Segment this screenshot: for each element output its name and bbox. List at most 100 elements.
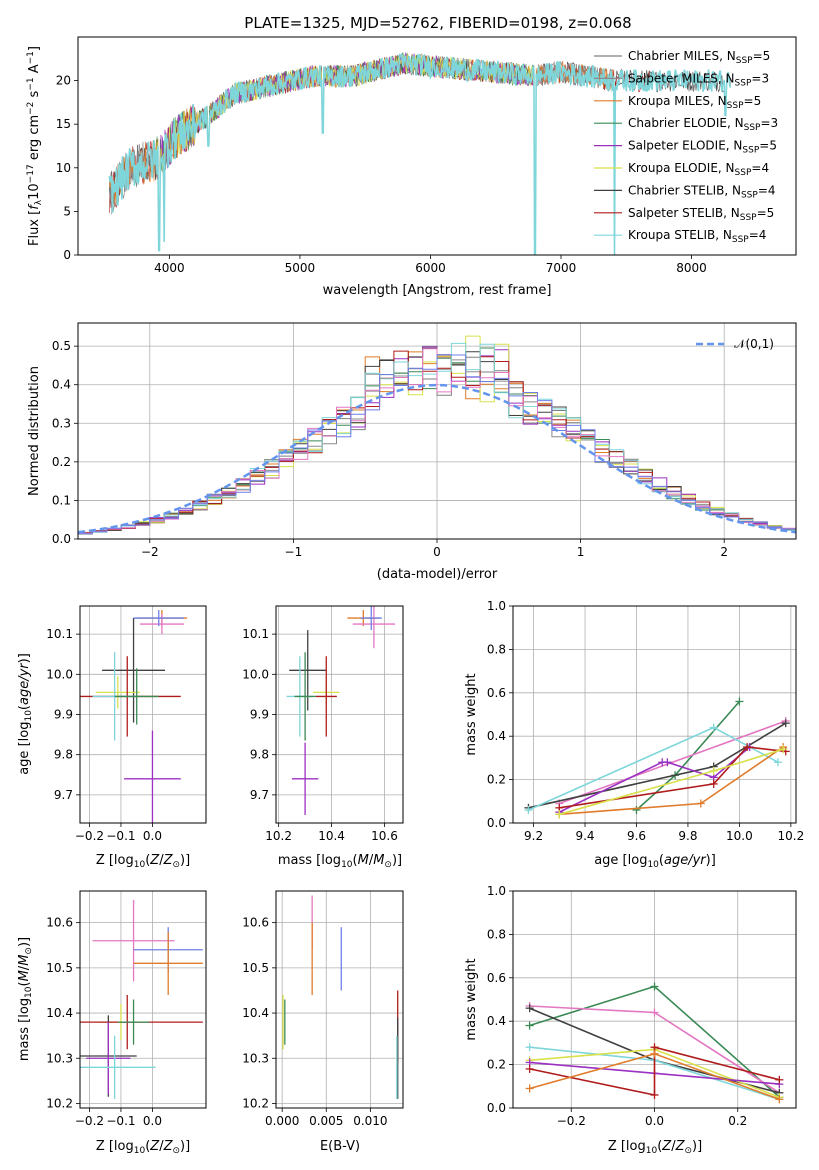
- y-tick-label: 10.5: [46, 961, 73, 975]
- x-tick-label: 9.8: [678, 829, 697, 843]
- label-part: 10: [24, 986, 34, 998]
- y-tick-label: 10.2: [242, 1096, 269, 1110]
- y-tick-label: 9.9: [54, 708, 73, 722]
- legend-entry: 𝒩(0,1): [734, 337, 774, 351]
- x-tick-label: −2: [141, 545, 159, 559]
- label-part: Z: [163, 853, 174, 868]
- x-axis-label: Z [log10(Z/Z⊙)]: [96, 1139, 190, 1156]
- label-part: mass [log: [278, 853, 341, 868]
- y-tick-label: 10.3: [242, 1051, 269, 1065]
- legend-entry: Chabrier ELODIE, NSSP=3: [628, 116, 778, 133]
- label-part: /: [159, 1139, 164, 1154]
- label-part: s: [27, 90, 42, 101]
- label-part: /: [671, 1139, 676, 1154]
- y-tick-label: 1.0: [487, 599, 506, 613]
- label-part: )]: [17, 937, 32, 947]
- x-tick-label: 0.0: [143, 829, 162, 843]
- spectrum-panel: 4000 5000 6000 7000 8000 0 5 10 15 20 wavelength […: [26, 36, 797, 298]
- y-tick-label: 15: [56, 117, 71, 131]
- y-tick-label: 0.1: [52, 493, 71, 507]
- y-tick-label: 0.2: [52, 455, 71, 469]
- label-part: Salpeter MILES, N: [628, 71, 735, 85]
- label-part: SSP: [735, 78, 752, 88]
- legend-entry: Salpeter STELIB, NSSP=5: [628, 206, 774, 223]
- x-tick-label: 0.0: [143, 1114, 162, 1128]
- label-part: (: [353, 853, 358, 868]
- x-tick-label: 2: [720, 545, 728, 559]
- legend-entry: Kroupa MILES, NSSP=5: [628, 94, 761, 111]
- label-part: =3: [751, 71, 769, 85]
- y-tick-label: 0.4: [487, 1014, 506, 1028]
- y-tick-label: 10.0: [46, 667, 73, 681]
- y-tick-label: 10.4: [46, 1006, 73, 1020]
- x-tick-label: 5000: [285, 261, 316, 275]
- figure-title: PLATE=1325, MJD=52762, FIBERID=0198, z=0…: [244, 14, 631, 32]
- x-tick-label: 4000: [154, 261, 185, 275]
- x-axis-label: Z [log10(Z/Z⊙)]: [608, 1139, 702, 1156]
- label-part: M: [17, 970, 32, 981]
- label-part: /: [17, 965, 32, 970]
- y-tick-label: 0.0: [52, 532, 71, 546]
- label-part: (: [17, 705, 32, 710]
- weight-vs-age-panel: 9.2 9.4 9.6 9.8 10.0 10.2 0.0 0.2 0.4 0.6 0.8 1.0 ma…: [464, 599, 804, 870]
- x-tick-label: 9.2: [524, 829, 543, 843]
- label-part: A: [27, 64, 42, 77]
- label-part: SSP: [732, 235, 749, 245]
- x-tick-label: 10.6: [371, 829, 398, 843]
- y-tick-label: 10.3: [46, 1051, 73, 1065]
- label-part: =3: [760, 116, 778, 130]
- axes-frame: [512, 605, 797, 824]
- x-tick-label: 0.000: [265, 1114, 299, 1128]
- label-part: −17: [26, 164, 36, 183]
- y-tick-label: 0: [63, 248, 71, 262]
- y-tick-label: 10: [56, 161, 71, 175]
- y-tick-label: 5: [63, 204, 71, 218]
- label-part: =5: [757, 206, 775, 220]
- y-axis-label: Normed distribution: [27, 366, 42, 496]
- label-part: mass [log: [17, 998, 32, 1061]
- x-tick-label: 0.0: [645, 1114, 664, 1128]
- x-tick-label: 9.6: [627, 829, 646, 843]
- weight-vs-metallicity-panel: −0.2 0.0 0.2 0.0 0.2 0.4 0.6 0.8 1.0 mass weight Z…: [464, 884, 797, 1156]
- y-axis-label: mass [log10(M/M⊙)]: [17, 937, 34, 1061]
- label-part: ⊙: [172, 860, 180, 870]
- x-tick-label: −0.2: [75, 829, 104, 843]
- x-tick-label: 9.4: [575, 829, 594, 843]
- label-part: −1: [26, 51, 36, 64]
- y-tick-label: 9.8: [250, 748, 269, 762]
- age-vs-metallicity-panel: −0.2 −0.1 0.09.79.89.910.010.1Z [log10(Z/Z…: [17, 605, 207, 870]
- x-tick-label: 10.2: [777, 829, 804, 843]
- x-axis-label: Z [log10(Z/Z⊙)]: [96, 853, 190, 870]
- label-part: (: [17, 981, 32, 986]
- x-tick-label: 8000: [676, 261, 707, 275]
- y-tick-label: 0.0: [487, 816, 506, 830]
- label-part: −1: [26, 77, 36, 90]
- plot-area: [282, 895, 399, 1099]
- label-part: M: [373, 853, 384, 868]
- x-tick-label: 1: [577, 545, 585, 559]
- label-part: Salpeter ELODIE, N: [628, 139, 742, 153]
- label-part: )]: [180, 1139, 190, 1154]
- label-part: Z [log: [608, 1139, 646, 1154]
- label-part: ⊙: [684, 1146, 692, 1156]
- y-tick-label: 10.5: [242, 961, 269, 975]
- y-tick-label: 10.4: [242, 1006, 269, 1020]
- label-part: Kroupa MILES, N: [628, 94, 727, 108]
- plot-area: [525, 982, 784, 1104]
- y-tick-label: 0.4: [52, 378, 71, 392]
- label-part: =4: [758, 183, 776, 197]
- legend-entry: Kroupa ELODIE, NSSP=4: [628, 161, 769, 178]
- label-part: /: [159, 853, 164, 868]
- y-tick-label: 9.9: [250, 708, 269, 722]
- x-tick-label: 10.4: [318, 829, 345, 843]
- label-part: Z: [675, 1139, 686, 1154]
- label-part: =5: [753, 49, 771, 63]
- weight-line: [559, 720, 786, 805]
- y-tick-label: 9.7: [54, 788, 73, 802]
- y-tick-label: 10.2: [46, 1096, 73, 1110]
- histogram-series: [78, 354, 796, 539]
- label-part: =5: [759, 139, 777, 153]
- y-tick-label: 0.2: [487, 1058, 506, 1072]
- label-part: 10: [134, 860, 146, 870]
